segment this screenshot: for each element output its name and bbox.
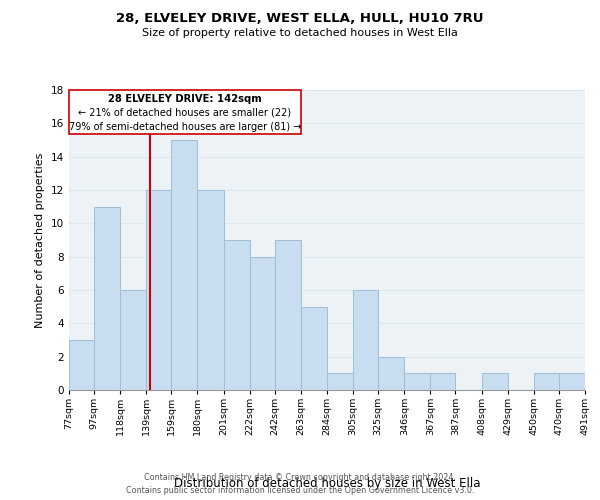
Bar — [559, 374, 585, 390]
Bar — [224, 240, 250, 390]
Bar — [275, 240, 301, 390]
Bar — [94, 206, 120, 390]
Bar — [250, 256, 275, 390]
Text: 28, ELVELEY DRIVE, WEST ELLA, HULL, HU10 7RU: 28, ELVELEY DRIVE, WEST ELLA, HULL, HU10… — [116, 12, 484, 26]
Bar — [301, 306, 327, 390]
Bar — [430, 374, 455, 390]
Bar — [378, 356, 404, 390]
Text: ← 21% of detached houses are smaller (22): ← 21% of detached houses are smaller (22… — [79, 108, 292, 118]
Text: 28 ELVELEY DRIVE: 142sqm: 28 ELVELEY DRIVE: 142sqm — [108, 94, 262, 104]
Bar — [404, 374, 430, 390]
Text: 79% of semi-detached houses are larger (81) →: 79% of semi-detached houses are larger (… — [69, 122, 301, 132]
Bar — [69, 340, 94, 390]
Bar — [197, 190, 224, 390]
Text: Contains HM Land Registry data © Crown copyright and database right 2024.: Contains HM Land Registry data © Crown c… — [144, 474, 456, 482]
Bar — [171, 140, 197, 390]
Y-axis label: Number of detached properties: Number of detached properties — [35, 152, 46, 328]
Text: Contains public sector information licensed under the Open Government Licence v3: Contains public sector information licen… — [126, 486, 474, 495]
Bar — [146, 190, 171, 390]
Bar — [534, 374, 559, 390]
Text: Size of property relative to detached houses in West Ella: Size of property relative to detached ho… — [142, 28, 458, 38]
Bar — [353, 290, 378, 390]
Bar — [327, 374, 353, 390]
Bar — [482, 374, 508, 390]
Bar — [120, 290, 146, 390]
FancyBboxPatch shape — [69, 90, 301, 134]
X-axis label: Distribution of detached houses by size in West Ella: Distribution of detached houses by size … — [174, 477, 480, 490]
